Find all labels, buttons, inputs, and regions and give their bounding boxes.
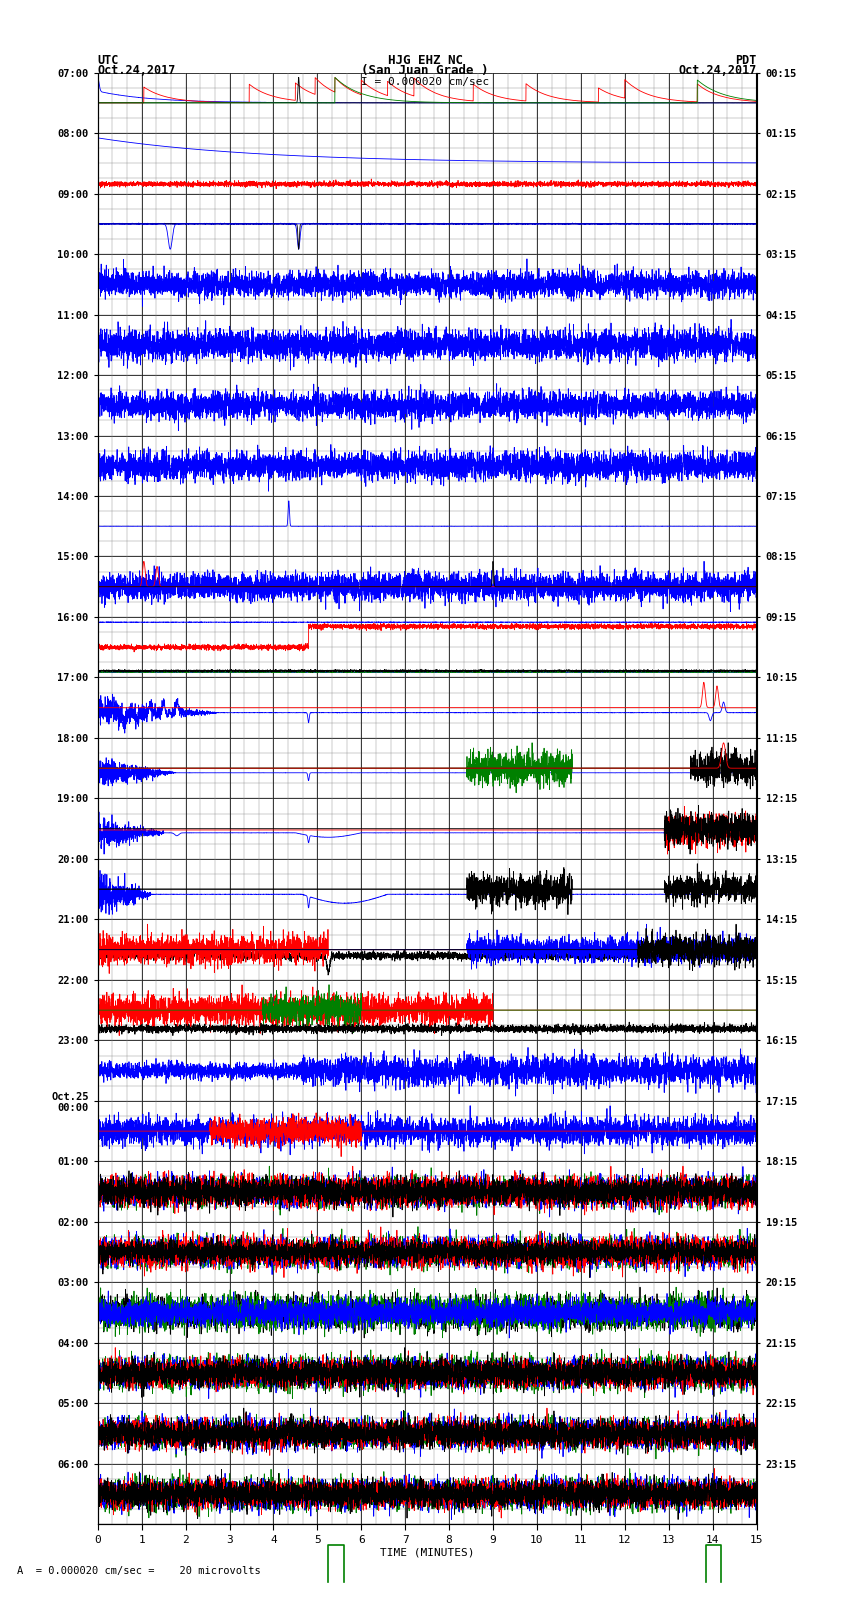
Text: HJG EHZ NC: HJG EHZ NC (388, 53, 462, 66)
Text: PDT: PDT (735, 53, 756, 66)
Text: (San Juan Grade ): (San Juan Grade ) (361, 63, 489, 77)
Text: Oct.24,2017: Oct.24,2017 (678, 63, 756, 77)
Text: UTC: UTC (98, 53, 119, 66)
X-axis label: TIME (MINUTES): TIME (MINUTES) (380, 1547, 474, 1558)
Text: Oct.24,2017: Oct.24,2017 (98, 63, 176, 77)
Text: I = 0.000020 cm/sec: I = 0.000020 cm/sec (361, 77, 489, 87)
Text: A  = 0.000020 cm/sec =    20 microvolts: A = 0.000020 cm/sec = 20 microvolts (17, 1566, 261, 1576)
